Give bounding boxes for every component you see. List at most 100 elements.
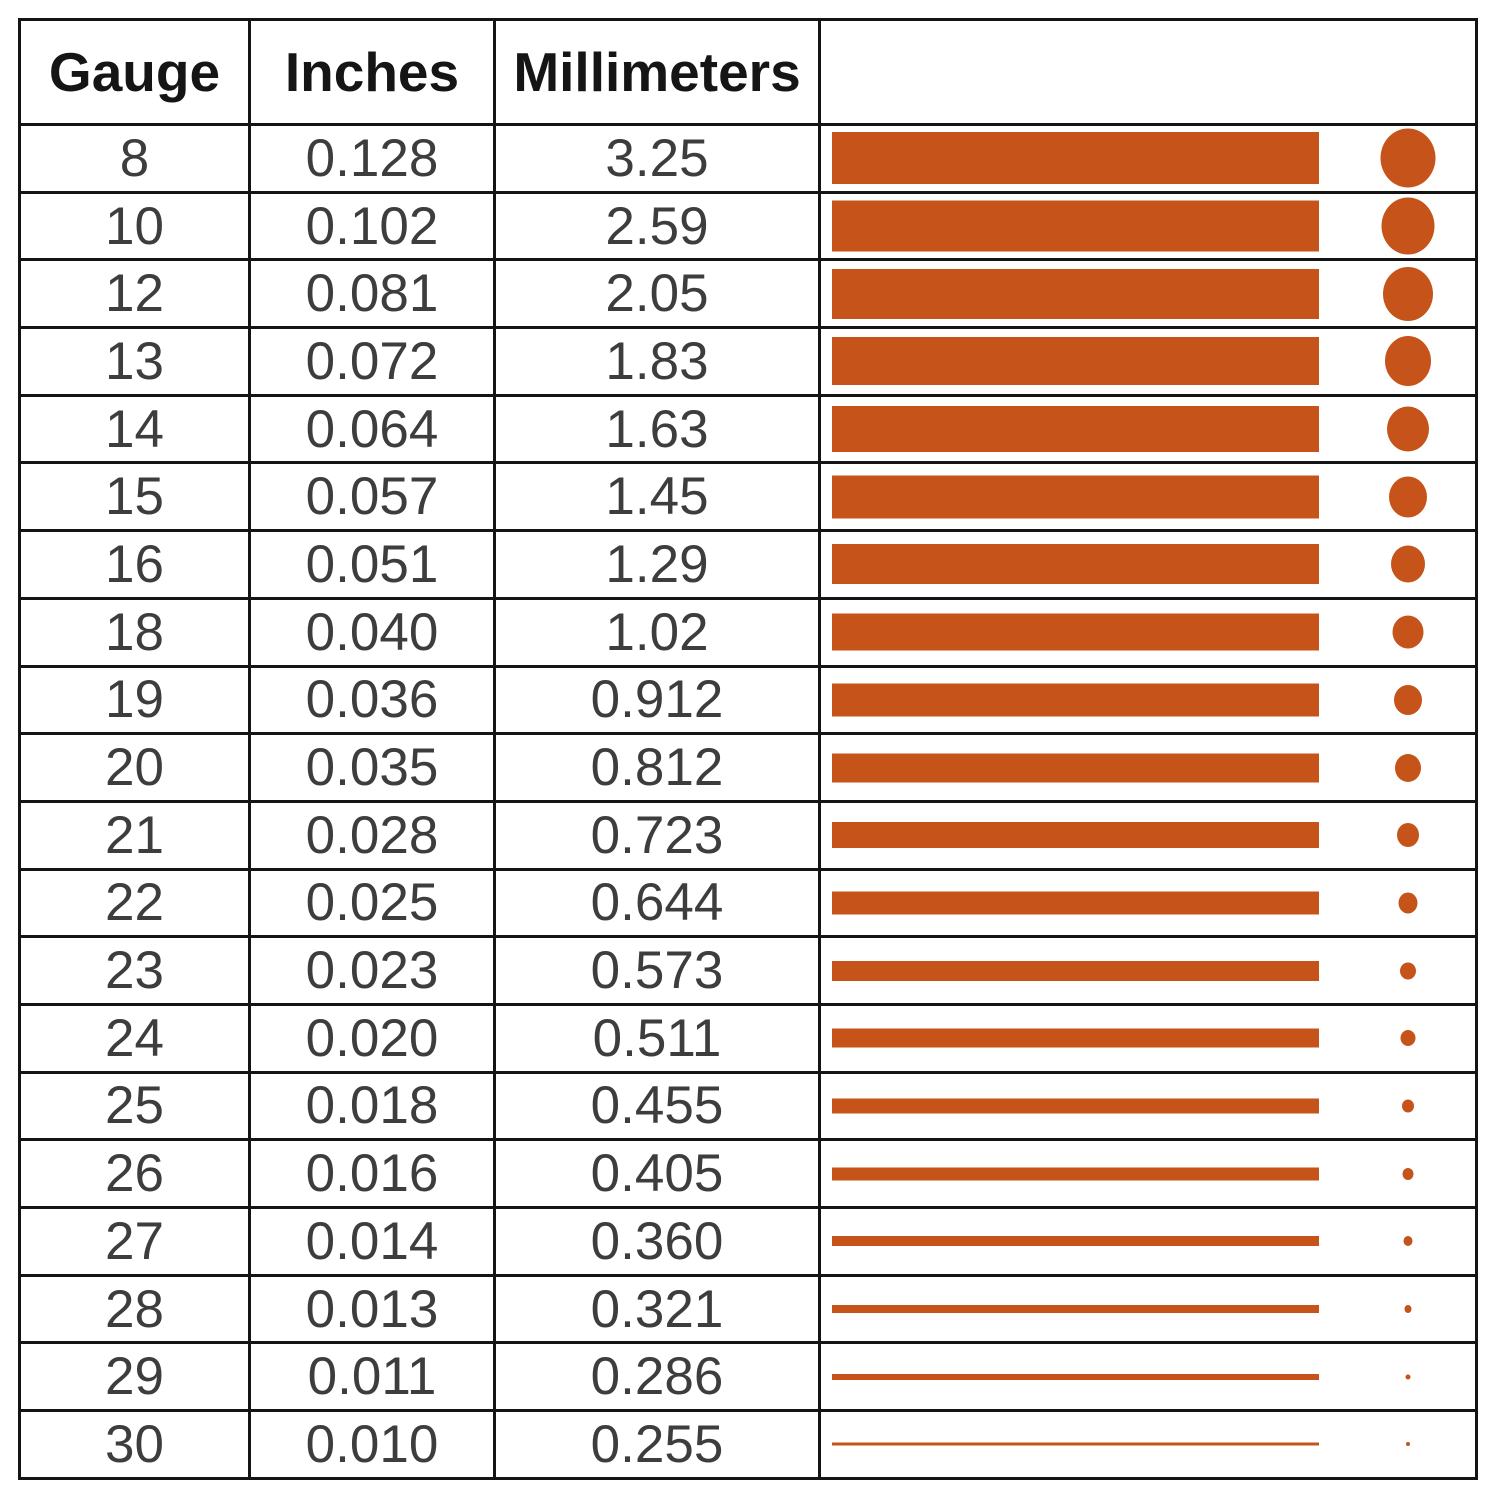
inches-cell: 0.057 [248, 464, 493, 530]
diameter-dot [1406, 1442, 1410, 1447]
gauge-cell: 21 [105, 805, 164, 865]
gauge-cell: 12 [105, 264, 164, 324]
visual-cell [818, 599, 1475, 665]
millimeters-cell: 0.255 [493, 1412, 818, 1477]
thickness-bar [832, 268, 1319, 319]
inches-cell: 0.023 [248, 938, 493, 1003]
thickness-bar [832, 1442, 1319, 1446]
millimeters-cell: 1.63 [493, 396, 818, 462]
millimeters-cell: 0.723 [493, 802, 818, 868]
millimeters-cell: 1.29 [493, 532, 818, 597]
thickness-bar [832, 1167, 1319, 1181]
visual-cell [818, 667, 1475, 733]
visual-cell [818, 1276, 1475, 1342]
millimeters-cell: 0.644 [493, 870, 818, 936]
inches-cell: 0.128 [248, 126, 493, 191]
thickness-bar [832, 1305, 1319, 1314]
millimeters-cell: 0.455 [493, 1073, 818, 1139]
thickness-bar [832, 1098, 1319, 1114]
table-row: 23 0.023 0.573 [21, 935, 1475, 1003]
inches-cell: 0.072 [248, 329, 493, 394]
visual-cell [818, 870, 1475, 936]
table-row: 30 0.010 0.255 [21, 1409, 1475, 1477]
inches-cell: 0.035 [248, 735, 493, 800]
thickness-bar [832, 683, 1319, 717]
thickness-bar [832, 337, 1319, 386]
table-row: 25 0.018 0.455 [21, 1070, 1475, 1139]
table-row: 14 0.064 1.63 [21, 393, 1475, 462]
gauge-cell: 27 [105, 1211, 164, 1271]
diameter-dot [1402, 1167, 1414, 1180]
visual-cell [818, 1412, 1475, 1477]
diameter-dot [1389, 476, 1427, 518]
diameter-dot [1398, 892, 1418, 914]
visual-cell [818, 1005, 1475, 1071]
diameter-dot [1383, 266, 1433, 321]
millimeters-cell: 0.812 [493, 735, 818, 800]
millimeters-cell: 0.405 [493, 1141, 818, 1206]
inches-cell: 0.081 [248, 261, 493, 327]
visual-cell [818, 1073, 1475, 1139]
inches-cell: 0.064 [248, 396, 493, 462]
visual-cell [818, 261, 1475, 327]
gauge-cell: 20 [105, 738, 164, 798]
inches-cell: 0.028 [248, 802, 493, 868]
diameter-dot [1394, 684, 1422, 715]
inches-cell: 0.010 [248, 1412, 493, 1477]
gauge-cell: 23 [105, 941, 164, 1001]
column-header-visual [818, 21, 1475, 123]
thickness-bar [832, 960, 1319, 981]
gauge-cell: 16 [105, 534, 164, 594]
visual-cell [818, 396, 1475, 462]
table-row: 27 0.014 0.360 [21, 1206, 1475, 1274]
diameter-dot [1400, 962, 1416, 980]
table-row: 24 0.020 0.511 [21, 1002, 1475, 1071]
table-row: 21 0.028 0.723 [21, 799, 1475, 868]
table-row: 28 0.013 0.321 [21, 1273, 1475, 1342]
inches-cell: 0.014 [248, 1209, 493, 1274]
visual-cell [818, 1209, 1475, 1274]
visual-cell [818, 938, 1475, 1003]
millimeters-cell: 1.83 [493, 329, 818, 394]
thickness-bar [832, 1373, 1319, 1380]
diameter-dot [1391, 545, 1425, 583]
millimeters-cell: 0.573 [493, 938, 818, 1003]
thickness-bar [832, 475, 1319, 519]
gauge-cell: 25 [105, 1076, 164, 1136]
thickness-bar [832, 753, 1319, 783]
table-row: 10 0.102 2.59 [21, 190, 1475, 259]
table-row: 29 0.011 0.286 [21, 1341, 1475, 1410]
table-row: 8 0.128 3.25 [21, 123, 1475, 191]
diameter-dot [1403, 1236, 1413, 1247]
thickness-bar [832, 822, 1319, 849]
column-header-inches: Inches [248, 21, 493, 123]
visual-cell [818, 735, 1475, 800]
header-row: Gauge Inches Millimeters [21, 21, 1475, 123]
millimeters-cell: 0.321 [493, 1276, 818, 1342]
diameter-dot [1387, 406, 1429, 452]
gauge-cell: 29 [105, 1347, 164, 1407]
table-row: 18 0.040 1.02 [21, 596, 1475, 665]
gauge-cell: 10 [105, 196, 164, 256]
visual-cell [818, 802, 1475, 868]
inches-cell: 0.020 [248, 1005, 493, 1071]
table-row: 22 0.025 0.644 [21, 867, 1475, 936]
thickness-bar [832, 200, 1319, 252]
thickness-bar [832, 132, 1319, 185]
table-row: 15 0.057 1.45 [21, 461, 1475, 530]
diameter-dot [1395, 753, 1421, 782]
diameter-dot [1405, 1374, 1411, 1380]
inches-cell: 0.016 [248, 1141, 493, 1206]
table-row: 20 0.035 0.812 [21, 732, 1475, 800]
thickness-bar [832, 1236, 1319, 1247]
diameter-dot [1385, 336, 1431, 387]
millimeters-cell: 2.59 [493, 193, 818, 259]
gauge-cell: 30 [105, 1414, 164, 1474]
thickness-bar [832, 544, 1319, 585]
table-row: 16 0.051 1.29 [21, 529, 1475, 597]
millimeters-cell: 0.360 [493, 1209, 818, 1274]
diameter-dot [1381, 197, 1435, 255]
gauge-cell: 15 [105, 467, 164, 527]
table-row: 12 0.081 2.05 [21, 258, 1475, 327]
